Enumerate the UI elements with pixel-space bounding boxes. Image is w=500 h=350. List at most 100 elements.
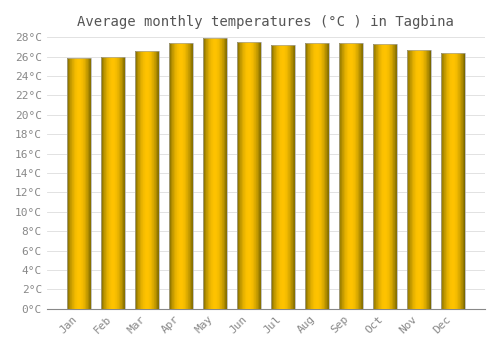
Bar xyxy=(354,43,355,309)
Bar xyxy=(89,58,90,309)
Bar xyxy=(290,45,291,309)
Bar xyxy=(240,42,241,309)
Bar xyxy=(72,58,73,309)
Bar xyxy=(427,50,428,309)
Bar xyxy=(67,58,68,309)
Bar xyxy=(202,38,203,309)
Bar xyxy=(168,43,193,309)
Bar xyxy=(314,43,315,309)
Bar xyxy=(392,44,393,309)
Bar xyxy=(381,44,382,309)
Bar xyxy=(205,38,206,309)
Bar xyxy=(355,43,356,309)
Bar xyxy=(214,38,215,309)
Bar xyxy=(362,43,363,309)
Bar xyxy=(287,45,288,309)
Bar xyxy=(316,43,317,309)
Bar xyxy=(67,58,91,309)
Bar xyxy=(283,45,284,309)
Bar xyxy=(396,44,397,309)
Bar xyxy=(285,45,286,309)
Bar xyxy=(124,56,125,309)
Bar xyxy=(108,56,110,309)
Bar xyxy=(464,52,465,309)
Bar xyxy=(112,56,113,309)
Bar xyxy=(244,42,246,309)
Bar xyxy=(137,51,138,309)
Bar xyxy=(320,43,321,309)
Bar xyxy=(357,43,358,309)
Bar xyxy=(284,45,285,309)
Bar xyxy=(359,43,360,309)
Bar xyxy=(223,38,224,309)
Bar xyxy=(422,50,423,309)
Bar xyxy=(110,56,111,309)
Bar xyxy=(249,42,250,309)
Bar xyxy=(142,51,144,309)
Bar xyxy=(391,44,392,309)
Bar xyxy=(321,43,322,309)
Bar xyxy=(418,50,419,309)
Bar xyxy=(446,52,448,309)
Bar xyxy=(338,43,363,309)
Bar xyxy=(219,38,220,309)
Bar xyxy=(122,56,123,309)
Bar xyxy=(356,43,357,309)
Bar xyxy=(448,52,449,309)
Bar xyxy=(220,38,221,309)
Bar xyxy=(78,58,79,309)
Bar xyxy=(141,51,142,309)
Bar xyxy=(309,43,310,309)
Bar xyxy=(176,43,178,309)
Bar xyxy=(382,44,383,309)
Bar xyxy=(417,50,418,309)
Bar xyxy=(441,52,442,309)
Bar xyxy=(254,42,255,309)
Bar xyxy=(71,58,72,309)
Bar xyxy=(372,44,397,309)
Bar xyxy=(440,52,441,309)
Bar xyxy=(313,43,314,309)
Bar xyxy=(280,45,281,309)
Bar xyxy=(352,43,354,309)
Bar xyxy=(88,58,89,309)
Bar xyxy=(103,56,104,309)
Bar xyxy=(378,44,379,309)
Bar xyxy=(172,43,173,309)
Bar xyxy=(377,44,378,309)
Bar xyxy=(419,50,420,309)
Bar xyxy=(84,58,85,309)
Bar xyxy=(107,56,108,309)
Bar xyxy=(104,56,105,309)
Bar xyxy=(315,43,316,309)
Bar xyxy=(243,42,244,309)
Bar xyxy=(246,42,247,309)
Bar xyxy=(342,43,343,309)
Bar xyxy=(250,42,251,309)
Bar xyxy=(255,42,256,309)
Bar xyxy=(170,43,171,309)
Bar xyxy=(343,43,344,309)
Bar xyxy=(69,58,70,309)
Bar xyxy=(180,43,181,309)
Bar xyxy=(168,43,170,309)
Bar xyxy=(208,38,209,309)
Bar xyxy=(149,51,150,309)
Bar xyxy=(380,44,381,309)
Bar xyxy=(73,58,74,309)
Bar xyxy=(114,56,115,309)
Bar xyxy=(76,58,77,309)
Bar xyxy=(304,43,306,309)
Bar xyxy=(288,45,289,309)
Bar xyxy=(291,45,292,309)
Bar xyxy=(134,51,136,309)
Bar xyxy=(101,56,125,309)
Bar xyxy=(248,42,249,309)
Bar xyxy=(440,52,465,309)
Bar xyxy=(188,43,189,309)
Bar xyxy=(239,42,240,309)
Bar xyxy=(236,42,238,309)
Bar xyxy=(389,44,390,309)
Bar xyxy=(460,52,461,309)
Bar xyxy=(144,51,145,309)
